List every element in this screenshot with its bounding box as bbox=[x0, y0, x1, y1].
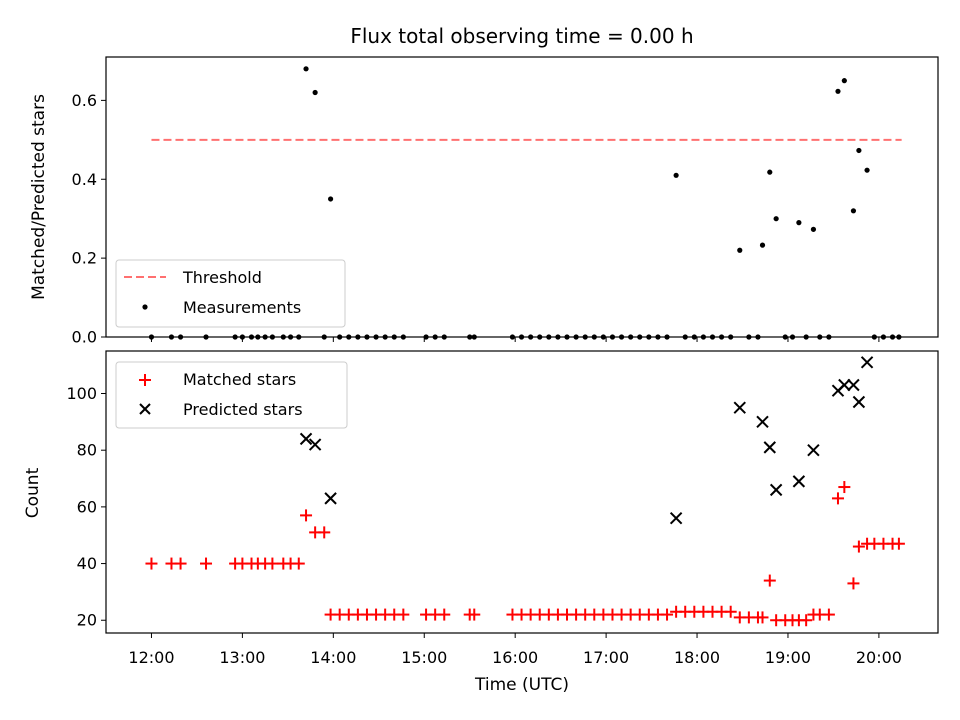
threshold-legend-label: Threshold bbox=[182, 268, 262, 287]
xtick-label: 20:00 bbox=[856, 648, 902, 667]
top-ytick-label: 0.0 bbox=[72, 328, 97, 347]
predicted-point bbox=[807, 443, 820, 457]
matched-point bbox=[145, 557, 158, 570]
predicted-point bbox=[324, 492, 337, 505]
measurement-point bbox=[773, 216, 779, 222]
matched-point bbox=[397, 608, 410, 621]
xtick-label: 13:00 bbox=[219, 648, 265, 667]
matched-point bbox=[468, 608, 481, 621]
matched-point bbox=[892, 537, 905, 550]
predicted-legend-icon bbox=[139, 403, 151, 415]
xtick-label: 18:00 bbox=[674, 648, 720, 667]
top-plot-frame bbox=[105, 56, 939, 338]
bottom-plot-frame bbox=[105, 350, 939, 634]
measurement-point bbox=[737, 247, 743, 253]
matched-legend-icon bbox=[139, 374, 151, 386]
measurements-legend-icon bbox=[142, 304, 148, 310]
matched-point bbox=[763, 574, 776, 587]
predicted-point bbox=[838, 378, 851, 392]
bottom-panel: 20 40 60 80 100 12:00 13:00 14:00 15:00 16:00 17:… bbox=[23, 350, 939, 695]
chart-title: Flux total observing time = 0.00 h bbox=[350, 24, 693, 48]
x-axis-label: Time (UTC) bbox=[474, 675, 569, 695]
predicted-point bbox=[756, 415, 769, 429]
matched-legend-label: Matched stars bbox=[183, 370, 296, 389]
bottom-ytick-label: 80 bbox=[77, 441, 97, 460]
measurement-point bbox=[759, 242, 766, 248]
measurement-point bbox=[864, 167, 870, 173]
predicted-point bbox=[792, 475, 806, 488]
top-legend: Threshold Measurements bbox=[115, 259, 346, 328]
measurement-point bbox=[767, 169, 773, 175]
measurement-point bbox=[796, 220, 802, 226]
matched-point bbox=[852, 540, 865, 553]
matched-point bbox=[438, 608, 451, 621]
bottom-ytick-label: 100 bbox=[66, 384, 97, 403]
predicted-point bbox=[860, 356, 874, 369]
measurement-point bbox=[673, 172, 679, 178]
matched-point bbox=[318, 526, 331, 539]
predicted-legend-label: Predicted stars bbox=[183, 400, 303, 419]
measurements-legend-label: Measurements bbox=[183, 298, 301, 317]
predicted-point bbox=[847, 378, 860, 392]
predicted-point bbox=[852, 395, 866, 409]
measurement-point bbox=[810, 226, 817, 232]
matched-point bbox=[200, 557, 213, 570]
matched-point bbox=[661, 608, 674, 621]
predicted-point bbox=[733, 401, 746, 414]
matched-point bbox=[831, 492, 844, 505]
measurement-point bbox=[327, 196, 334, 202]
matched-point bbox=[174, 557, 187, 570]
top-panel: 0.0 0.2 0.4 0.6 Matched/Predicted stars Thr… bbox=[29, 56, 939, 347]
measurement-point bbox=[841, 78, 847, 84]
top-ytick-label: 0.2 bbox=[72, 249, 97, 268]
xtick-label: 16:00 bbox=[492, 648, 538, 667]
xtick-label: 14:00 bbox=[310, 648, 356, 667]
predicted-point bbox=[769, 483, 783, 497]
xtick-label: 17:00 bbox=[583, 648, 629, 667]
predicted-point bbox=[299, 432, 313, 446]
matched-point bbox=[838, 481, 851, 494]
predicted-point bbox=[308, 438, 322, 451]
matched-point bbox=[300, 509, 313, 522]
bottom-ytick-label: 60 bbox=[77, 497, 97, 516]
top-ytick-label: 0.4 bbox=[72, 170, 97, 189]
xtick-label: 12:00 bbox=[128, 648, 174, 667]
matched-point bbox=[292, 557, 305, 570]
matched-point bbox=[724, 605, 737, 618]
bottom-legend: Matched stars Predicted stars bbox=[115, 361, 348, 429]
xtick-label: 19:00 bbox=[765, 648, 811, 667]
bottom-legend-box bbox=[115, 361, 348, 429]
matched-point bbox=[822, 608, 835, 621]
matched-point bbox=[847, 577, 860, 590]
top-y-axis-label: Matched/Predicted stars bbox=[29, 94, 49, 300]
bottom-ytick-label: 20 bbox=[77, 611, 97, 630]
measurement-point bbox=[303, 66, 309, 72]
measurement-point bbox=[856, 147, 862, 154]
predicted-point bbox=[763, 441, 776, 454]
top-legend-box bbox=[115, 259, 346, 328]
measurement-point bbox=[835, 88, 841, 94]
matched-point bbox=[266, 557, 279, 570]
matched-point bbox=[800, 614, 813, 627]
measurement-point bbox=[850, 208, 857, 214]
top-ytick-label: 0.6 bbox=[72, 91, 97, 110]
bottom-y-axis-label: Count bbox=[23, 467, 43, 518]
measurement-point bbox=[312, 89, 318, 96]
predicted-point bbox=[669, 512, 683, 525]
xtick-label: 15:00 bbox=[401, 648, 447, 667]
matched-point bbox=[756, 611, 769, 624]
bottom-ytick-label: 40 bbox=[77, 554, 97, 573]
